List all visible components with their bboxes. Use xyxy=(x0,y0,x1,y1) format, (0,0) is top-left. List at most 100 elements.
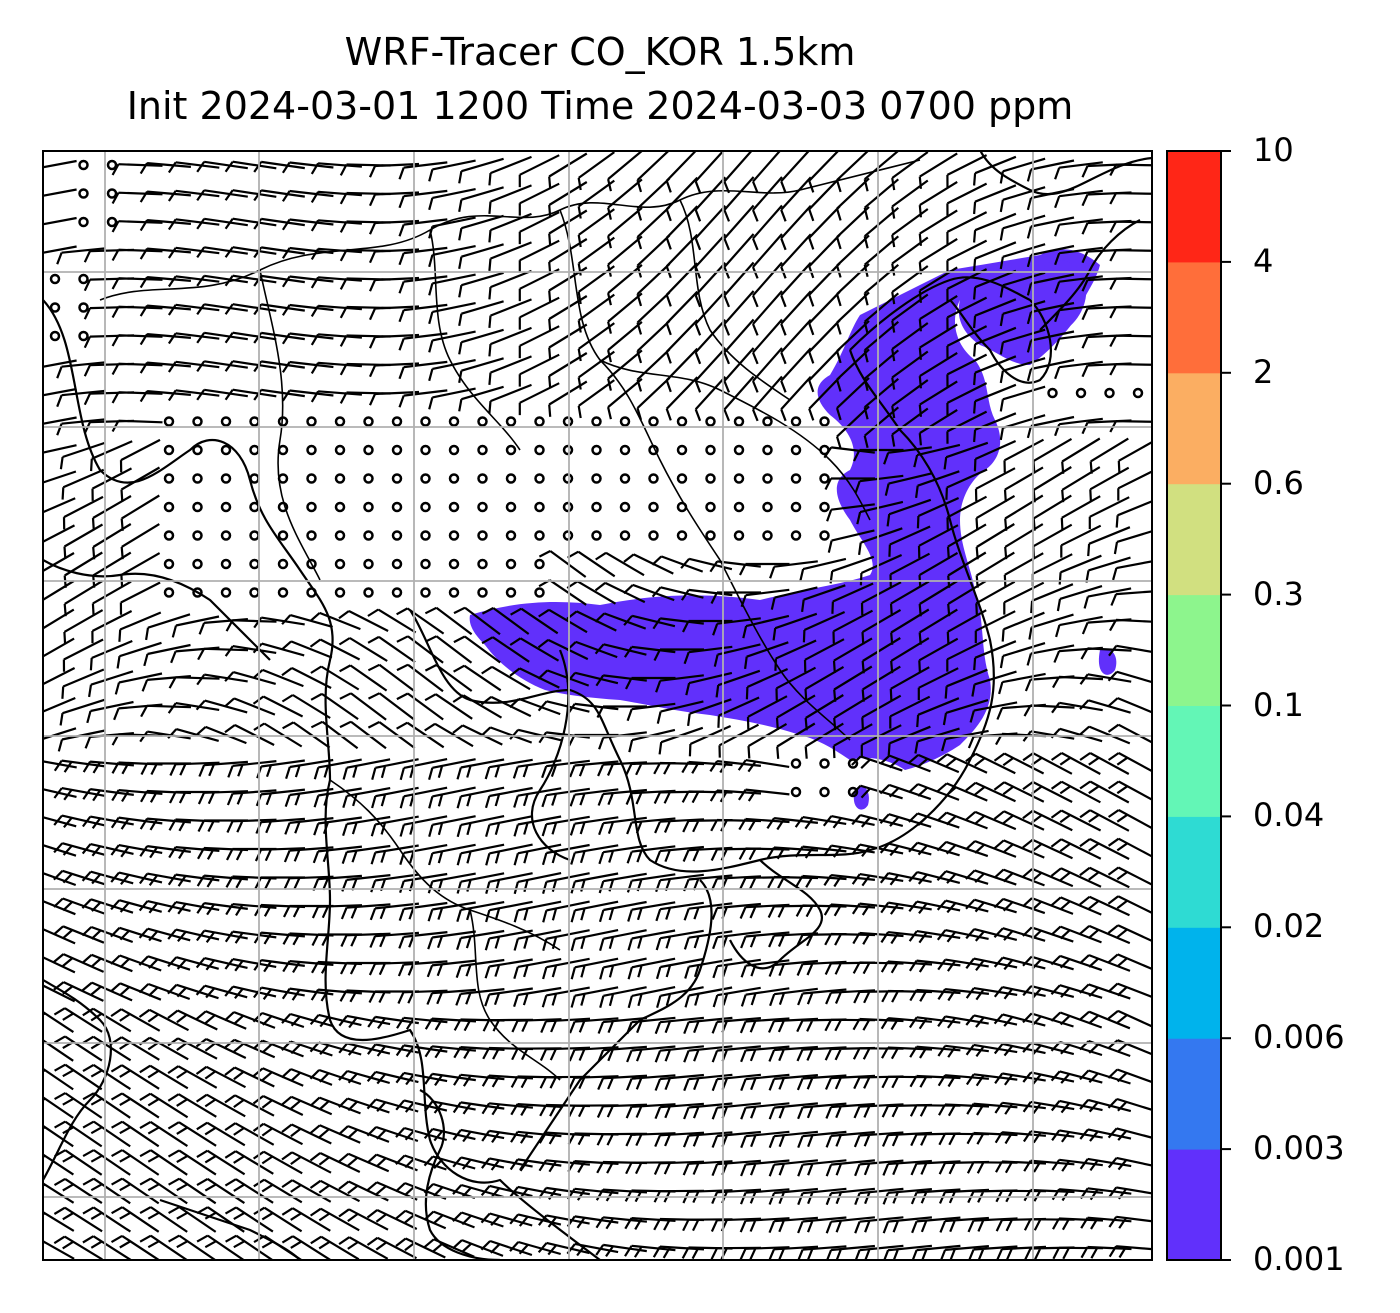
wind-barb xyxy=(398,360,448,380)
wind-barb xyxy=(367,608,417,634)
calm-circle xyxy=(648,473,659,484)
calm-circle xyxy=(306,558,317,570)
wind-barb xyxy=(197,790,249,805)
wind-barb xyxy=(973,241,1017,272)
wind-barb xyxy=(835,377,870,421)
wind-barb xyxy=(253,246,305,259)
wind-barb xyxy=(694,318,727,365)
wind-barb xyxy=(167,1121,217,1147)
calm-circle xyxy=(505,587,517,598)
wind-barb xyxy=(253,303,305,316)
wind-barb xyxy=(111,1177,160,1205)
wind-barb xyxy=(1003,581,1045,615)
wind-barb xyxy=(111,1149,160,1176)
wind-barb xyxy=(1001,611,1045,642)
wind-barb xyxy=(1108,1215,1152,1229)
wind-barb xyxy=(167,218,220,231)
wind-barb xyxy=(426,959,477,978)
wind-barb xyxy=(167,1009,218,1031)
calm-circle xyxy=(534,444,545,456)
wind-barb xyxy=(570,986,619,1008)
wind-barb xyxy=(826,503,875,522)
wind-barb xyxy=(746,695,788,730)
wind-barb xyxy=(338,1236,389,1260)
wind-barb xyxy=(458,243,504,269)
wind-barb xyxy=(879,872,932,886)
wind-barb xyxy=(740,1102,790,1120)
calm-circle xyxy=(334,444,346,456)
wind-barb xyxy=(424,664,473,692)
wind-barb xyxy=(723,176,755,222)
calm-circle xyxy=(163,530,175,541)
wind-barb xyxy=(653,648,704,661)
wind-barb xyxy=(138,1008,190,1032)
wind-barb xyxy=(197,647,249,661)
wind-barb xyxy=(509,1213,562,1227)
wind-barb xyxy=(43,727,77,740)
calm-circle xyxy=(676,473,688,484)
wind-barb xyxy=(310,390,362,403)
wind-barb xyxy=(999,243,1046,270)
wind-barb xyxy=(282,721,331,749)
wind-barb xyxy=(636,377,671,421)
calm-circle xyxy=(420,587,431,598)
wind-barb xyxy=(168,1234,217,1260)
wind-barb xyxy=(224,1094,275,1117)
wind-barb xyxy=(541,815,590,837)
wind-barb xyxy=(116,641,162,669)
wind-barb xyxy=(1056,585,1103,612)
wind-barb xyxy=(918,408,958,446)
wind-barb xyxy=(946,154,988,188)
wind-barb xyxy=(548,295,588,332)
calm-circle xyxy=(591,444,602,456)
colorbar-tick-label: 0.001 xyxy=(1253,1240,1345,1278)
colorbar-segment xyxy=(1167,151,1221,263)
wind-barb xyxy=(860,724,902,758)
wind-barb xyxy=(1003,438,1045,473)
wind-barb xyxy=(43,580,75,602)
calm-circle xyxy=(534,587,545,598)
wind-barb xyxy=(224,189,277,201)
wind-barb xyxy=(281,389,334,402)
wind-barb xyxy=(91,610,133,644)
wind-barb xyxy=(485,815,533,837)
wind-barb xyxy=(965,781,1016,803)
wind-barb xyxy=(1107,1097,1152,1112)
wind-barb xyxy=(548,152,588,189)
calm-circle xyxy=(420,416,431,427)
wind-barb xyxy=(120,466,161,502)
wind-barb xyxy=(110,1008,161,1032)
wind-barb xyxy=(1079,725,1131,745)
calm-circle xyxy=(363,558,374,570)
wind-barb xyxy=(780,204,812,251)
wind-barb xyxy=(1050,896,1102,916)
wind-barb xyxy=(139,1177,188,1205)
wind-barb xyxy=(854,1187,904,1205)
wind-barb xyxy=(993,868,1045,887)
wind-barb xyxy=(965,987,1018,1001)
wind-barb xyxy=(965,957,1018,971)
wind-barb xyxy=(780,261,812,308)
wind-barb xyxy=(224,303,277,315)
wind-barb xyxy=(914,727,960,754)
wind-barb xyxy=(1079,809,1130,832)
wind-barb xyxy=(946,638,988,672)
wind-barb xyxy=(488,241,532,271)
wind-barb xyxy=(740,1073,790,1091)
wind-barb xyxy=(53,1235,103,1260)
wind-barb xyxy=(139,390,191,403)
wind-barb xyxy=(835,405,870,449)
wind-barb xyxy=(713,643,761,667)
wind-barb xyxy=(1054,360,1103,380)
wind-barb xyxy=(665,205,699,250)
wind-barb xyxy=(1109,618,1152,632)
wind-barb xyxy=(665,347,699,393)
wind-barb xyxy=(428,216,476,239)
wind-barb xyxy=(569,816,619,836)
wind-barb xyxy=(1055,615,1103,638)
wind-barb xyxy=(43,1239,75,1260)
calm-circle xyxy=(363,501,374,513)
wind-barb xyxy=(111,277,163,290)
calm-circle xyxy=(192,501,203,513)
wind-barb xyxy=(973,326,1017,357)
